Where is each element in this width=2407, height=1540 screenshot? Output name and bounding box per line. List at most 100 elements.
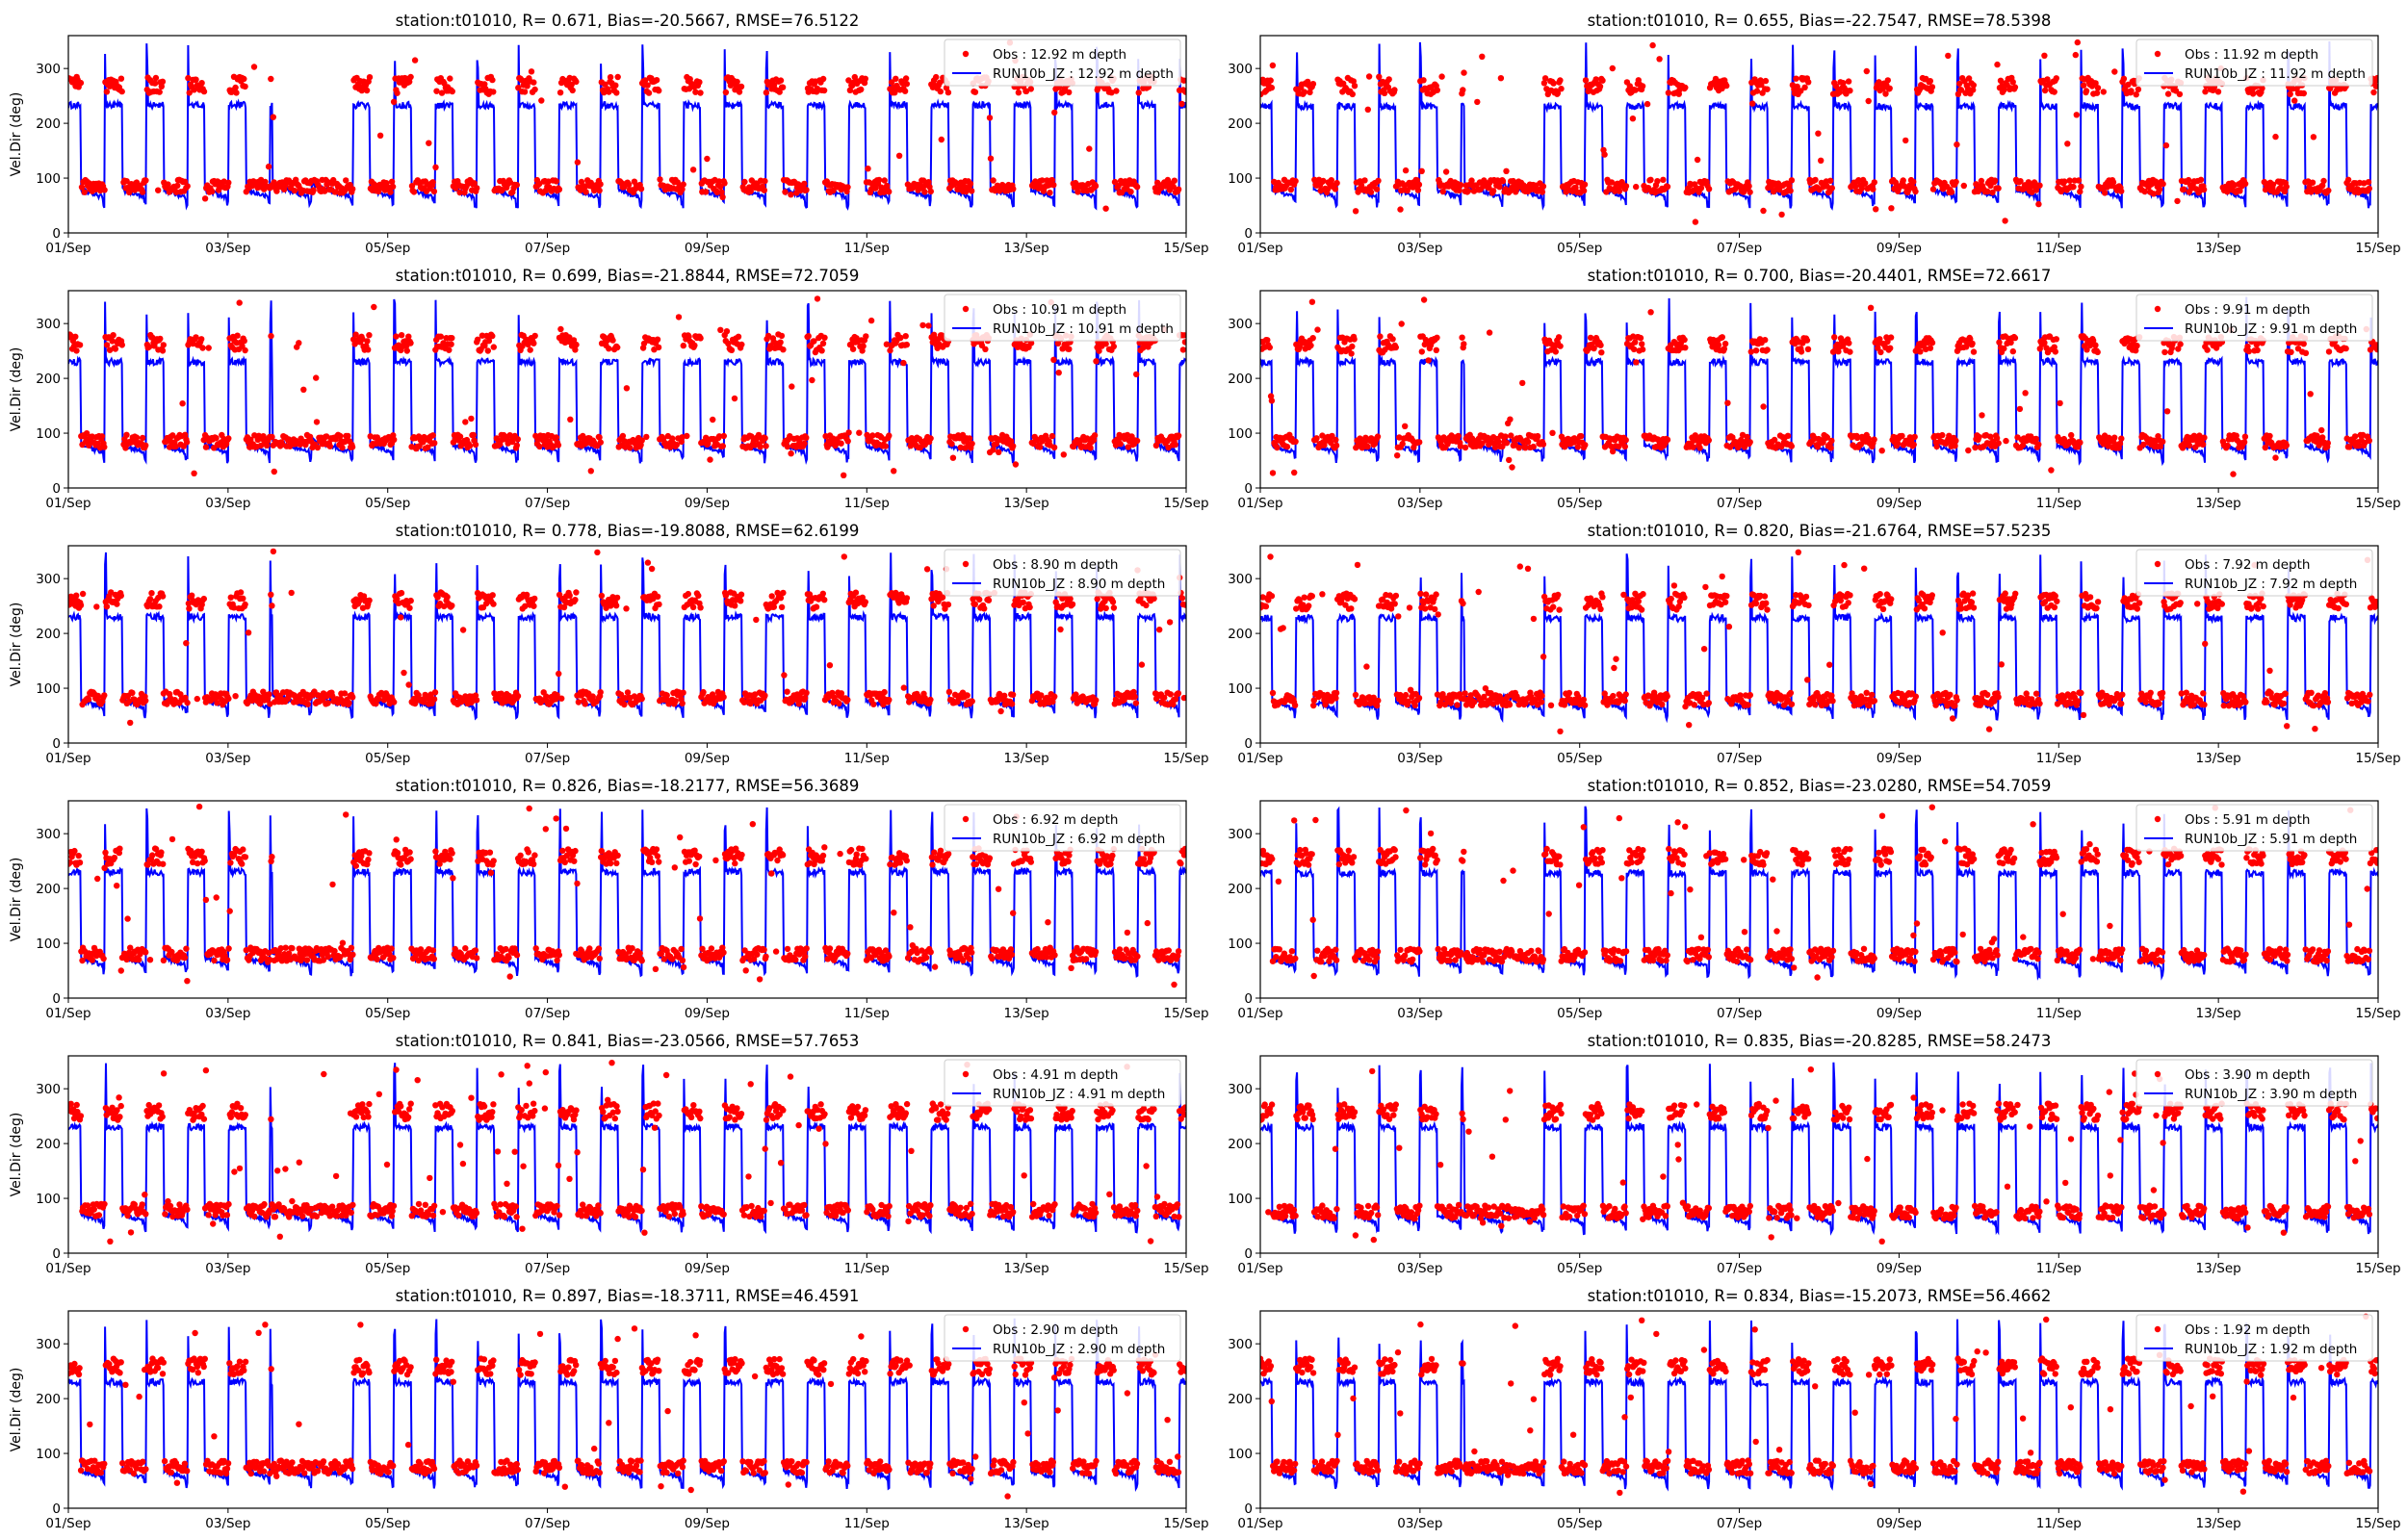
obs-point — [225, 435, 232, 442]
obs-point — [925, 179, 932, 186]
obs-point — [2127, 336, 2135, 343]
obs-point — [2111, 434, 2118, 441]
obs-point — [472, 441, 479, 449]
obs-point — [625, 181, 633, 188]
obs-point — [1927, 345, 1934, 351]
obs-point — [893, 75, 899, 83]
obs-point — [757, 444, 764, 450]
x-tick-label: 07/Sep — [1717, 241, 1762, 256]
obs-point — [2075, 177, 2083, 184]
obs-point — [1744, 433, 1750, 441]
obs-point — [1786, 182, 1793, 190]
obs-point — [2002, 218, 2008, 224]
obs-point — [1096, 347, 1102, 354]
obs-point — [2163, 408, 2171, 415]
obs-point — [836, 700, 842, 706]
obs-point — [1630, 346, 1638, 353]
obs-point — [1794, 83, 1800, 90]
obs-point — [597, 689, 604, 696]
obs-point — [902, 75, 910, 82]
obs-point — [602, 81, 608, 88]
obs-point — [2289, 85, 2296, 92]
obs-point — [322, 188, 328, 194]
obs-point — [1402, 167, 1410, 174]
obs-point — [2133, 91, 2139, 98]
obs-point — [654, 336, 661, 343]
obs-point — [1180, 332, 1186, 339]
obs-point — [490, 344, 497, 350]
obs-point — [376, 132, 384, 139]
obs-point — [770, 603, 777, 610]
obs-point — [1599, 77, 1606, 84]
obs-point — [1438, 73, 1445, 80]
obs-point — [778, 332, 786, 340]
obs-point — [267, 701, 273, 707]
obs-point — [1402, 423, 1409, 429]
obs-point — [1550, 80, 1557, 87]
obs-point — [202, 444, 210, 450]
obs-point — [557, 325, 564, 333]
obs-point — [2161, 348, 2168, 356]
obs-point — [1113, 88, 1120, 94]
obs-point — [1179, 346, 1186, 353]
obs-point — [1377, 333, 1384, 340]
obs-point — [1723, 82, 1730, 90]
legend-model-label: RUN10b_JZ : 9.91 m depth — [2185, 321, 2357, 337]
obs-point — [715, 178, 723, 185]
obs-point — [117, 592, 124, 600]
y-tick-label: 100 — [1228, 171, 1253, 187]
obs-point — [994, 698, 1001, 705]
obs-point — [2241, 180, 2249, 188]
x-tick-label: 11/Sep — [844, 496, 890, 511]
obs-point — [1608, 443, 1615, 450]
obs-point — [644, 82, 651, 89]
obs-point — [1902, 137, 1909, 144]
obs-point — [985, 597, 993, 603]
obs-point — [1046, 182, 1053, 189]
obs-point — [1762, 337, 1769, 344]
obs-point — [801, 180, 808, 188]
obs-point — [939, 594, 946, 601]
y-axis-label: Vel.Dir (deg) — [9, 92, 24, 177]
obs-point — [2064, 141, 2071, 147]
obs-point — [1462, 444, 1469, 451]
obs-point — [1503, 167, 1510, 174]
obs-point — [390, 98, 398, 106]
obs-point — [1552, 348, 1560, 355]
obs-point — [570, 337, 578, 344]
obs-point — [2320, 177, 2327, 185]
obs-point — [349, 186, 356, 192]
obs-point — [401, 669, 407, 677]
obs-point — [103, 89, 111, 95]
obs-point — [637, 186, 645, 192]
obs-point — [849, 346, 857, 352]
obs-point — [1884, 338, 1891, 346]
obs-point — [762, 692, 768, 699]
obs-point — [695, 592, 702, 600]
obs-point — [430, 696, 438, 703]
obs-point — [127, 719, 134, 727]
obs-point — [782, 189, 789, 195]
obs-point — [1479, 53, 1486, 60]
obs-point — [1135, 90, 1142, 96]
obs-point — [214, 700, 220, 706]
obs-point — [644, 559, 652, 566]
obs-point — [1647, 176, 1654, 183]
obs-point — [942, 605, 948, 612]
legend-obs-marker — [962, 305, 970, 313]
obs-point — [268, 75, 274, 83]
obs-point — [1847, 88, 1853, 94]
obs-point — [713, 189, 721, 195]
obs-point — [1313, 435, 1320, 442]
obs-point — [363, 87, 371, 94]
obs-point — [811, 338, 817, 345]
y-tick-label: 300 — [36, 62, 61, 77]
obs-point — [734, 78, 740, 86]
obs-point — [2134, 343, 2140, 349]
obs-point — [1455, 432, 1462, 440]
obs-point — [778, 603, 786, 610]
obs-point — [624, 689, 632, 696]
obs-point — [199, 345, 206, 351]
x-tick-label: 03/Sep — [1397, 241, 1442, 256]
obs-point — [449, 88, 455, 95]
